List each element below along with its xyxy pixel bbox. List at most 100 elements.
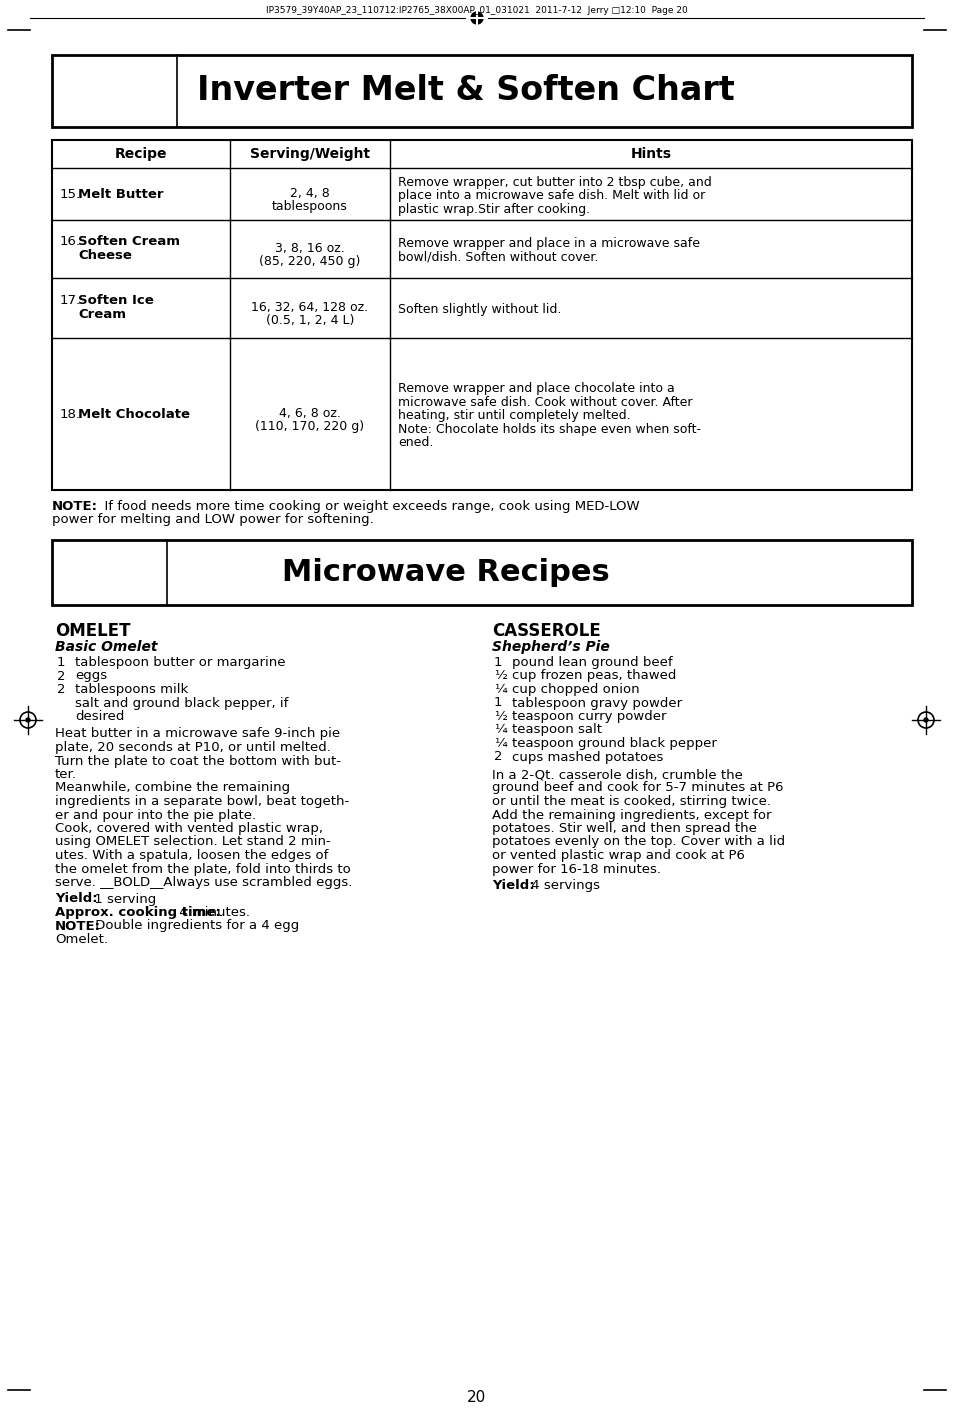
- Text: Melt Butter: Melt Butter: [78, 188, 163, 200]
- Text: plate, 20 seconds at P10, or until melted.: plate, 20 seconds at P10, or until melte…: [55, 740, 331, 755]
- Text: Soften slightly without lid.: Soften slightly without lid.: [397, 303, 560, 317]
- Text: Shepherd’s Pie: Shepherd’s Pie: [492, 639, 609, 654]
- Text: or until the meat is cooked, stirring twice.: or until the meat is cooked, stirring tw…: [492, 794, 770, 809]
- Text: eggs: eggs: [75, 669, 107, 682]
- Text: Yield:: Yield:: [55, 892, 97, 905]
- Text: Approx. cooking time:: Approx. cooking time:: [55, 907, 220, 919]
- Text: 18.: 18.: [60, 408, 81, 421]
- Text: desired: desired: [75, 710, 124, 723]
- Text: plastic wrap.Stir after cooking.: plastic wrap.Stir after cooking.: [397, 203, 590, 216]
- Text: using OMELET selection. Let stand 2 min-: using OMELET selection. Let stand 2 min-: [55, 836, 331, 848]
- Text: 3, 8, 16 oz.: 3, 8, 16 oz.: [274, 242, 345, 254]
- Text: IP3579_39Y40AP_23_110712:IP2765_38X00AP_01_031021  2011-7-12  Jerry □12:10  Page: IP3579_39Y40AP_23_110712:IP2765_38X00AP_…: [266, 6, 687, 16]
- Text: tablespoon gravy powder: tablespoon gravy powder: [512, 696, 681, 709]
- Text: place into a microwave safe dish. Melt with lid or: place into a microwave safe dish. Melt w…: [397, 189, 704, 202]
- Text: Hints: Hints: [630, 146, 671, 161]
- Text: cup chopped onion: cup chopped onion: [512, 684, 639, 696]
- Text: or vented plastic wrap and cook at P6: or vented plastic wrap and cook at P6: [492, 848, 744, 863]
- Text: 1 serving: 1 serving: [90, 892, 156, 905]
- Text: ened.: ened.: [397, 436, 433, 449]
- Text: Meanwhile, combine the remaining: Meanwhile, combine the remaining: [55, 782, 290, 794]
- Text: ¼: ¼: [494, 684, 506, 696]
- Text: Turn the plate to coat the bottom with but-: Turn the plate to coat the bottom with b…: [55, 755, 340, 767]
- Text: heating, stir until completely melted.: heating, stir until completely melted.: [397, 409, 630, 422]
- Text: CASSEROLE: CASSEROLE: [492, 622, 600, 639]
- Text: Serving/Weight: Serving/Weight: [250, 146, 370, 161]
- Text: power for melting and LOW power for softening.: power for melting and LOW power for soft…: [52, 513, 374, 527]
- Text: teaspoon curry powder: teaspoon curry powder: [512, 710, 666, 723]
- Text: If food needs more time cooking or weight exceeds range, cook using MED-LOW: If food needs more time cooking or weigh…: [96, 500, 639, 513]
- Text: 16.: 16.: [60, 234, 81, 249]
- Text: NOTE:: NOTE:: [52, 500, 98, 513]
- Text: Add the remaining ingredients, except for: Add the remaining ingredients, except fo…: [492, 809, 771, 821]
- Text: Cream: Cream: [78, 308, 126, 321]
- Circle shape: [923, 718, 927, 722]
- Text: Basic Omelet: Basic Omelet: [55, 639, 157, 654]
- Text: potatoes. Stir well, and then spread the: potatoes. Stir well, and then spread the: [492, 821, 756, 836]
- Text: Recipe: Recipe: [114, 146, 167, 161]
- Text: Soften Cream: Soften Cream: [78, 234, 180, 249]
- Text: serve. __BOLD__Always use scrambled eggs.: serve. __BOLD__Always use scrambled eggs…: [55, 875, 352, 890]
- Text: utes. With a spatula, loosen the edges of: utes. With a spatula, loosen the edges o…: [55, 848, 328, 863]
- Text: In a 2-Qt. casserole dish, crumble the: In a 2-Qt. casserole dish, crumble the: [492, 767, 742, 782]
- Text: 16, 32, 64, 128 oz.: 16, 32, 64, 128 oz.: [252, 301, 368, 314]
- Text: ter.: ter.: [55, 767, 77, 782]
- Text: Inverter Melt & Soften Chart: Inverter Melt & Soften Chart: [196, 74, 734, 108]
- Text: 4, 6, 8 oz.: 4, 6, 8 oz.: [279, 406, 340, 421]
- Text: Note: Chocolate holds its shape even when soft-: Note: Chocolate holds its shape even whe…: [397, 423, 700, 436]
- Text: Soften Ice: Soften Ice: [78, 294, 153, 307]
- Text: Remove wrapper, cut butter into 2 tbsp cube, and: Remove wrapper, cut butter into 2 tbsp c…: [397, 176, 711, 189]
- Text: 15.: 15.: [60, 188, 81, 200]
- Text: 2: 2: [57, 684, 66, 696]
- Text: Cheese: Cheese: [78, 249, 132, 261]
- Text: Double ingredients for a 4 egg: Double ingredients for a 4 egg: [91, 919, 299, 932]
- Text: 4 servings: 4 servings: [526, 880, 599, 892]
- Text: Omelet.: Omelet.: [55, 934, 108, 946]
- Text: Heat butter in a microwave safe 9-inch pie: Heat butter in a microwave safe 9-inch p…: [55, 728, 340, 740]
- Text: 4 minutes.: 4 minutes.: [174, 907, 250, 919]
- Text: tablespoon butter or margarine: tablespoon butter or margarine: [75, 657, 285, 669]
- Text: ¼: ¼: [494, 737, 506, 750]
- Text: cup frozen peas, thawed: cup frozen peas, thawed: [512, 669, 676, 682]
- Text: salt and ground black pepper, if: salt and ground black pepper, if: [75, 696, 288, 709]
- Text: 2: 2: [57, 669, 66, 682]
- Text: OMELET: OMELET: [55, 622, 131, 639]
- Text: ingredients in a separate bowl, beat togeth-: ingredients in a separate bowl, beat tog…: [55, 794, 349, 809]
- Text: potatoes evenly on the top. Cover with a lid: potatoes evenly on the top. Cover with a…: [492, 836, 784, 848]
- Text: tablespoons milk: tablespoons milk: [75, 684, 188, 696]
- Text: 1: 1: [494, 657, 502, 669]
- Bar: [52, 540, 911, 605]
- Text: 1: 1: [57, 657, 66, 669]
- Text: pound lean ground beef: pound lean ground beef: [512, 657, 672, 669]
- Text: (85, 220, 450 g): (85, 220, 450 g): [259, 254, 360, 269]
- Text: ½: ½: [494, 710, 506, 723]
- Text: power for 16-18 minutes.: power for 16-18 minutes.: [492, 863, 660, 875]
- Text: ½: ½: [494, 669, 506, 682]
- Text: Remove wrapper and place chocolate into a: Remove wrapper and place chocolate into …: [397, 382, 674, 395]
- Text: teaspoon salt: teaspoon salt: [512, 723, 601, 736]
- Text: NOTE:: NOTE:: [55, 919, 101, 932]
- Text: Remove wrapper and place in a microwave safe: Remove wrapper and place in a microwave …: [397, 237, 700, 250]
- Text: microwave safe dish. Cook without cover. After: microwave safe dish. Cook without cover.…: [397, 396, 692, 409]
- Text: (110, 170, 220 g): (110, 170, 220 g): [255, 421, 364, 433]
- Text: cups mashed potatoes: cups mashed potatoes: [512, 750, 662, 763]
- Text: 2, 4, 8: 2, 4, 8: [290, 188, 330, 200]
- Text: tablespoons: tablespoons: [272, 200, 348, 213]
- Circle shape: [26, 718, 30, 722]
- Text: er and pour into the pie plate.: er and pour into the pie plate.: [55, 809, 255, 821]
- Bar: [52, 55, 911, 126]
- Bar: [52, 141, 911, 490]
- Text: ¼: ¼: [494, 723, 506, 736]
- Text: 17.: 17.: [60, 294, 81, 307]
- Text: Cook, covered with vented plastic wrap,: Cook, covered with vented plastic wrap,: [55, 821, 323, 836]
- Text: (0.5, 1, 2, 4 L): (0.5, 1, 2, 4 L): [266, 314, 354, 327]
- Text: 20: 20: [467, 1390, 486, 1405]
- Text: Melt Chocolate: Melt Chocolate: [78, 408, 190, 421]
- Text: Microwave Recipes: Microwave Recipes: [282, 558, 609, 587]
- Text: bowl/dish. Soften without cover.: bowl/dish. Soften without cover.: [397, 252, 598, 264]
- Text: ground beef and cook for 5-7 minutes at P6: ground beef and cook for 5-7 minutes at …: [492, 782, 782, 794]
- Text: the omelet from the plate, fold into thirds to: the omelet from the plate, fold into thi…: [55, 863, 351, 875]
- Text: 1: 1: [494, 696, 502, 709]
- Text: teaspoon ground black pepper: teaspoon ground black pepper: [512, 737, 716, 750]
- Text: 2: 2: [494, 750, 502, 763]
